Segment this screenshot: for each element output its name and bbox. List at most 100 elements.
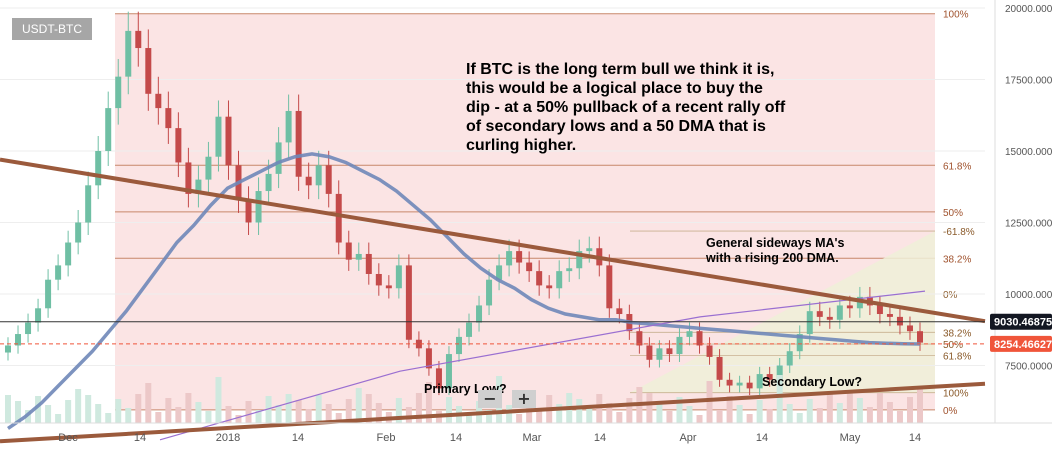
volume-bar bbox=[375, 403, 382, 423]
volume-bar bbox=[676, 397, 683, 423]
volume-bar bbox=[826, 394, 833, 423]
volume-bar bbox=[696, 415, 703, 423]
volume-bar bbox=[816, 408, 823, 423]
candle-body bbox=[95, 151, 102, 186]
candle-body bbox=[265, 173, 272, 192]
crosshair-price-badge-text: 9030.46875 bbox=[994, 317, 1052, 329]
candle-body bbox=[195, 179, 202, 194]
x-tick-label: 14 bbox=[134, 432, 146, 444]
candle-body bbox=[315, 165, 322, 186]
candle-body bbox=[305, 176, 312, 186]
volume-bar bbox=[556, 404, 563, 423]
candle-body bbox=[365, 253, 372, 274]
annotation-secondary-low: Secondary Low? bbox=[762, 375, 863, 389]
volume-bar bbox=[245, 401, 252, 423]
volume-bar bbox=[315, 395, 322, 423]
x-tick-label: May bbox=[840, 432, 861, 444]
candle-body bbox=[385, 285, 392, 289]
candle-body bbox=[395, 265, 402, 289]
volume-bar bbox=[255, 410, 262, 423]
last-price-badge-bg bbox=[990, 335, 1052, 352]
candle-body bbox=[476, 305, 483, 323]
volume-bar bbox=[235, 415, 242, 423]
volume-bar bbox=[506, 405, 513, 423]
volume-bar bbox=[686, 406, 693, 423]
x-tick-label: Feb bbox=[377, 432, 396, 444]
candle-body bbox=[45, 279, 52, 309]
candle-body bbox=[556, 271, 563, 289]
candle-body bbox=[706, 345, 713, 357]
x-tick-label: 14 bbox=[292, 432, 304, 444]
candle-body bbox=[686, 331, 693, 337]
x-tick-label: Dec bbox=[58, 432, 78, 444]
last-price-badge: 8254.46627 bbox=[990, 335, 1052, 352]
volume-bar bbox=[536, 409, 543, 423]
zoom-in-button[interactable]: + bbox=[512, 390, 536, 408]
x-tick-label: 2018 bbox=[216, 432, 240, 444]
candle-body bbox=[616, 308, 623, 315]
fib-level-label: -61.8% bbox=[943, 227, 975, 238]
candle-body bbox=[846, 305, 853, 309]
volume-bar bbox=[405, 407, 412, 423]
candle-body bbox=[75, 222, 82, 243]
candle-body bbox=[295, 110, 302, 177]
candle-body bbox=[906, 325, 913, 332]
trendline-support bbox=[0, 381, 986, 444]
candle-body bbox=[516, 251, 523, 263]
candle-body bbox=[155, 93, 162, 109]
volume-bar bbox=[886, 402, 893, 423]
y-tick-label: 20000.0000 bbox=[1005, 4, 1052, 15]
candle-body bbox=[135, 30, 142, 49]
x-tick-label: 14 bbox=[450, 432, 462, 444]
candle-body bbox=[435, 368, 442, 389]
candle-body bbox=[5, 345, 11, 353]
candle-body bbox=[886, 314, 893, 317]
volume-bar bbox=[776, 375, 783, 423]
volume-bar bbox=[305, 409, 312, 423]
volume-bar bbox=[105, 413, 112, 423]
trendline-resistance bbox=[0, 157, 986, 324]
volume-bar bbox=[205, 411, 212, 423]
volume-bar bbox=[395, 398, 402, 423]
candle-body bbox=[656, 348, 663, 360]
volume-bar bbox=[75, 389, 82, 423]
candle-body bbox=[185, 162, 192, 194]
candle-body bbox=[425, 348, 432, 369]
candle-body bbox=[606, 265, 613, 309]
candle-body bbox=[285, 110, 292, 143]
volume-bar bbox=[726, 396, 733, 423]
candle-body bbox=[165, 108, 172, 129]
volume-bar bbox=[425, 382, 432, 423]
candle-body bbox=[445, 354, 452, 389]
volume-bar bbox=[145, 383, 152, 423]
fib-level-label: 61.8% bbox=[943, 161, 971, 172]
candle-body bbox=[35, 308, 42, 323]
volume-bar bbox=[415, 393, 422, 423]
zoom-out-button[interactable]: − bbox=[478, 390, 502, 408]
fib-level-label: 38.2% bbox=[943, 328, 971, 339]
symbol-badge[interactable]: USDT-BTC bbox=[12, 18, 92, 40]
candle-body bbox=[466, 322, 473, 337]
volume-bar bbox=[766, 409, 773, 423]
candle-body bbox=[145, 48, 152, 94]
candle-body bbox=[275, 142, 282, 174]
x-tick-label: 14 bbox=[594, 432, 606, 444]
fib-level-label: 50% bbox=[943, 208, 963, 219]
candle-body bbox=[816, 311, 823, 317]
volume-bar bbox=[45, 405, 52, 423]
candle-body bbox=[676, 336, 683, 355]
fib-level-label: 100% bbox=[943, 10, 969, 21]
volume-bar bbox=[896, 411, 903, 423]
volume-bar bbox=[616, 412, 623, 423]
candle-body bbox=[876, 305, 883, 315]
candle-body bbox=[786, 351, 793, 366]
candle-body bbox=[566, 268, 573, 272]
fib-level-label: 100% bbox=[943, 389, 969, 400]
volume-bar bbox=[716, 410, 723, 423]
volume-bar bbox=[846, 392, 853, 423]
volume-bar bbox=[155, 412, 162, 423]
annotation-ma-note: General sideways MA's with a rising 200 … bbox=[706, 236, 845, 265]
candle-body bbox=[776, 365, 783, 380]
candle-body bbox=[175, 128, 182, 163]
